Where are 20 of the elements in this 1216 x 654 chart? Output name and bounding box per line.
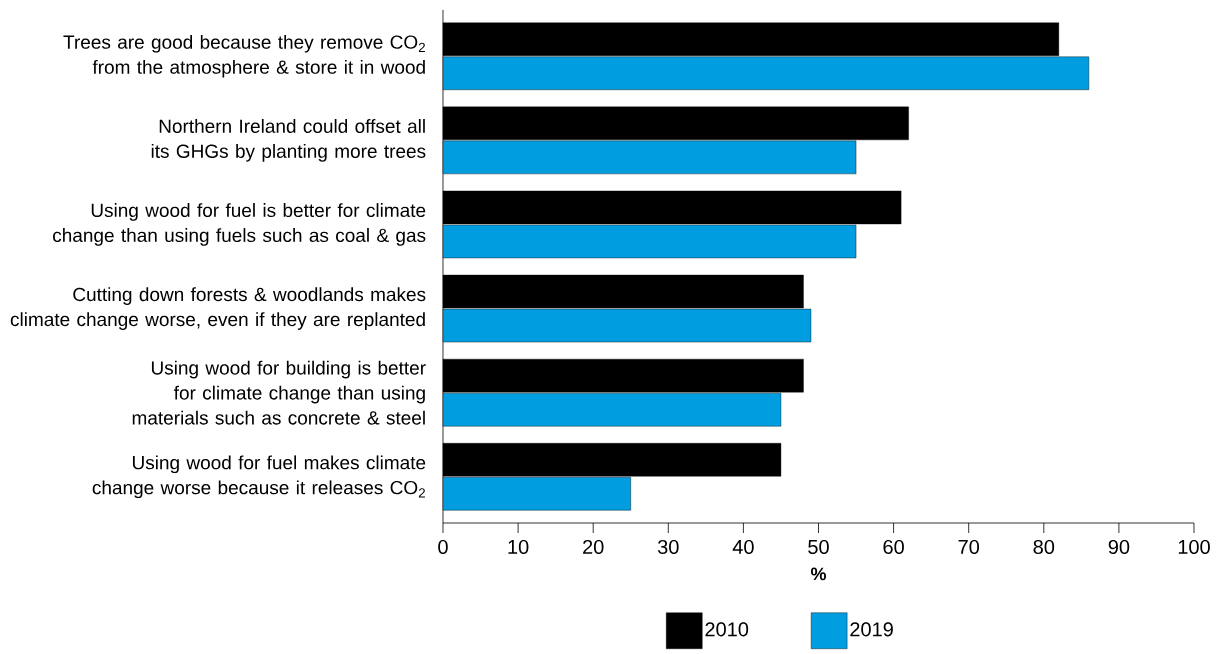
- y-tick-label: Cutting down forests & woodlands makes climate change worse, even if they are replanted: [10, 287, 426, 330]
- x-tick-label: 70: [958, 539, 980, 555]
- y-tick-label: Using wood for building is better for climate change than using materials such as concrete & steel: [132, 360, 426, 425]
- x-tick-label: 0: [438, 539, 448, 555]
- y-tick-label: Using wood for fuel is better for climate change than using fuels such as coal & gas: [53, 203, 426, 246]
- x-tick-label: 80: [1033, 539, 1055, 555]
- legend-label: 2019: [850, 622, 893, 637]
- y-tick-label: Trees are good because they remove CO$_{2}$ from the atmosphere & store it in wood: [63, 34, 425, 78]
- x-tick-label: 50: [808, 539, 829, 555]
- x-tick-label: 30: [657, 539, 679, 555]
- x-tick-label: 20: [583, 539, 604, 555]
- x-tick-label: 90: [1108, 539, 1130, 555]
- x-tick-label: 60: [883, 539, 904, 555]
- x-tick-label: 100: [1178, 539, 1210, 555]
- x-tick-label: 40: [732, 539, 754, 555]
- x-tick-label: 10: [508, 539, 529, 555]
- y-tick-label: Using wood for fuel makes climate change worse because it releases CO$_{2}$: [92, 455, 426, 499]
- legend-label: 2010: [705, 622, 749, 637]
- x-axis-title: %: [810, 567, 827, 581]
- y-tick-label: Northern Ireland could offset all its GHGs by planting more trees: [151, 119, 426, 162]
